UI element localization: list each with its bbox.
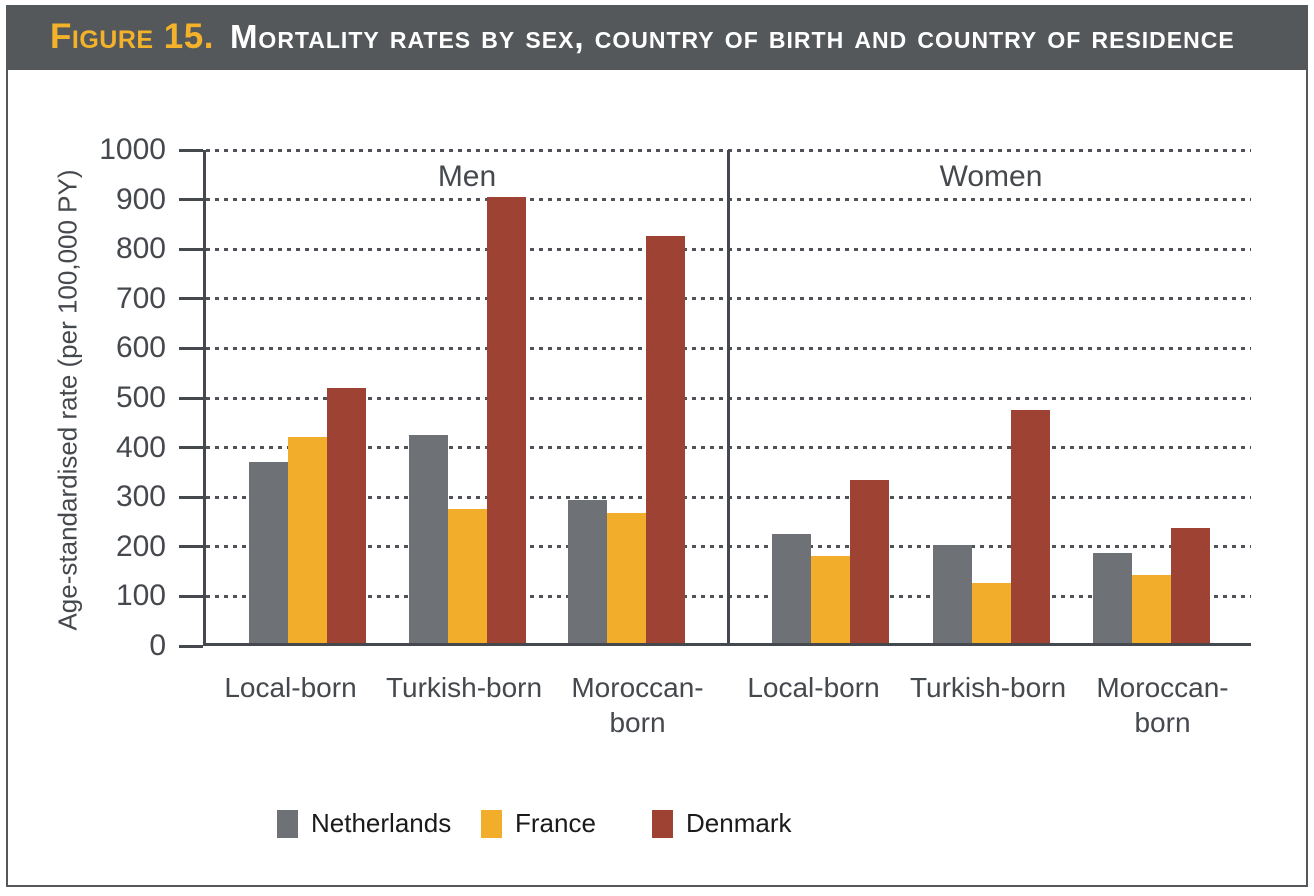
y-tick-label-300: 300 <box>115 480 166 514</box>
y-tick-label-700: 700 <box>115 281 166 315</box>
legend-swatch-denmark <box>652 809 673 838</box>
legend-swatch-france <box>481 809 502 838</box>
figure-title: Mortality rates by sex, country of birth… <box>229 17 1235 55</box>
bar-netherlands-men-moroccan-born <box>568 500 608 643</box>
figure-header: Figure 15. Mortality rates by sex, count… <box>6 5 1308 68</box>
x-label-men-turkish-born: Turkish-born <box>385 672 543 703</box>
bar-netherlands-men-turkish-born <box>408 434 448 643</box>
bar-netherlands-women-moroccan-born <box>1093 552 1133 643</box>
y-tick-label-600: 600 <box>115 331 166 365</box>
x-axis-labels: Local-born Turkish-born Moroccan-born Local… <box>203 670 1251 750</box>
y-tick-label-100: 100 <box>115 579 166 613</box>
x-label-men-moroccan-born: Moroccan-born <box>571 672 704 738</box>
y-tick-mark-100 <box>179 594 203 598</box>
bar-denmark-men-moroccan-born <box>646 236 686 643</box>
x-label-panel-men: Local-born Turkish-born Moroccan-born <box>203 670 725 750</box>
bar-denmark-women-moroccan-born <box>1171 527 1211 643</box>
y-tick-label-0: 0 <box>149 629 166 662</box>
bar-denmark-women-turkish-born <box>1010 409 1050 643</box>
bar-group-women-turkish-born <box>932 409 1050 643</box>
legend: Netherlands France Denmark <box>8 808 1306 848</box>
y-tick-label-900: 900 <box>115 182 166 216</box>
y-tick-label-800: 800 <box>115 232 166 266</box>
legend-item-netherlands: Netherlands <box>277 808 451 839</box>
bar-france-women-turkish-born <box>971 583 1011 643</box>
bar-denmark-women-local-born <box>849 480 889 643</box>
bar-netherlands-women-local-born <box>771 533 811 643</box>
legend-item-france: France <box>481 808 596 839</box>
y-tick-mark-700 <box>179 297 203 301</box>
y-tick-label-400: 400 <box>115 430 166 464</box>
x-label-women-moroccan-born: Moroccan-born <box>1096 672 1229 738</box>
legend-label-denmark: Denmark <box>686 808 792 838</box>
bar-france-women-moroccan-born <box>1132 575 1172 643</box>
bar-france-women-local-born <box>810 556 850 643</box>
plot-area: 0 100 200 300 400 500 600 700 800 900 1000 Men Women <box>99 134 1254 662</box>
y-tick-mark-400 <box>179 446 203 450</box>
y-tick-mark-1000 <box>179 148 203 152</box>
figure-content-box: Age-standardised rate (per 100,000 PY) 0… <box>6 68 1308 887</box>
y-tick-mark-300 <box>179 495 203 499</box>
bar-group-women-moroccan-born <box>1093 527 1211 643</box>
legend-swatch-netherlands <box>277 809 298 838</box>
bar-france-men-local-born <box>287 437 327 643</box>
panel-men <box>206 150 728 643</box>
bar-denmark-men-local-born <box>326 387 366 643</box>
y-tick-mark-500 <box>179 396 203 400</box>
legend-label-france: France <box>515 808 596 838</box>
y-tick-mark-0 <box>179 644 203 648</box>
panel-women <box>728 150 1254 643</box>
legend-label-netherlands: Netherlands <box>311 808 452 838</box>
y-tick-mark-200 <box>179 545 203 549</box>
bar-group-women-local-born <box>771 480 889 643</box>
bar-group-men-moroccan-born <box>568 236 686 643</box>
bar-netherlands-men-local-born <box>248 461 288 643</box>
bar-france-men-turkish-born <box>447 509 487 643</box>
y-tick-label-200: 200 <box>115 529 166 563</box>
bar-france-men-moroccan-born <box>607 513 647 643</box>
bar-group-men-turkish-born <box>408 196 526 643</box>
panel-title-men: Men <box>437 160 497 193</box>
bar-group-men-local-born <box>248 387 366 643</box>
panel-divider <box>726 150 730 643</box>
x-label-women-local-born: Local-born <box>747 672 880 703</box>
y-tick-label-1000: 1000 <box>99 133 166 166</box>
bar-denmark-men-turkish-born <box>486 196 526 643</box>
panel-title-women: Women <box>939 160 1043 193</box>
y-tick-mark-900 <box>179 198 203 202</box>
x-label-panel-women: Local-born Turkish-born Moroccan-born <box>725 670 1251 750</box>
x-label-men-local-born: Local-born <box>224 672 357 703</box>
legend-item-denmark: Denmark <box>652 808 791 839</box>
y-tick-mark-800 <box>179 247 203 251</box>
y-tick-label-500: 500 <box>115 381 166 414</box>
figure-number-label: Figure 15. <box>50 16 214 56</box>
bar-netherlands-women-turkish-born <box>932 544 972 643</box>
x-label-women-turkish-born: Turkish-born <box>909 672 1067 703</box>
y-tick-mark-600 <box>179 346 203 350</box>
